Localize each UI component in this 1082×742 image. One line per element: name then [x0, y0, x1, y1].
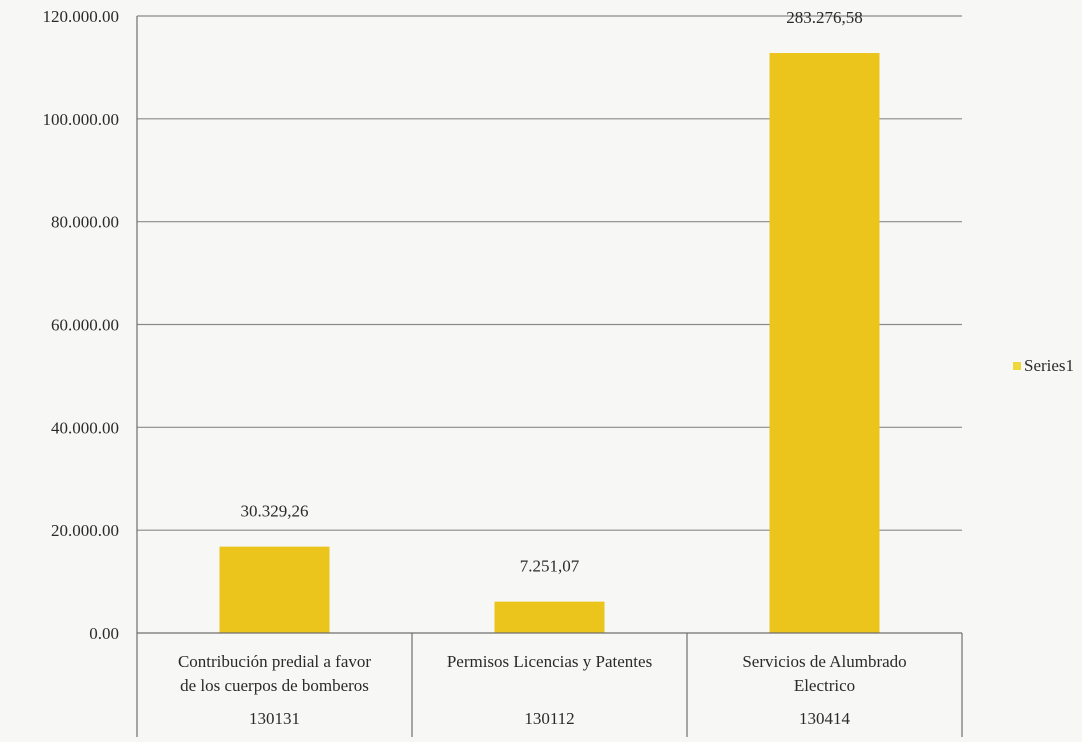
y-tick-label: 0.00 — [89, 624, 119, 643]
bars — [219, 53, 880, 633]
data-label: 283.276,58 — [786, 8, 863, 27]
y-tick-label: 20.000.00 — [51, 521, 119, 540]
category-code: 130131 — [249, 709, 300, 728]
category-label: Contribución predial a favor — [178, 652, 371, 671]
legend: Series1 — [1013, 356, 1074, 375]
category-code: 130414 — [799, 709, 851, 728]
data-label: 7.251,07 — [520, 557, 580, 576]
data-label: 30.329,26 — [241, 502, 309, 521]
y-tick-label: 40.000.00 — [51, 418, 119, 437]
y-tick-label: 120.000.00 — [43, 7, 120, 26]
axes — [136, 16, 963, 737]
legend-label: Series1 — [1024, 356, 1074, 375]
labels: 0.00 20.000.00 40.000.00 60.000.00 80.000.00… — [43, 7, 907, 728]
legend-swatch — [1013, 362, 1021, 370]
category-label: Electrico — [794, 676, 855, 695]
bar — [769, 53, 880, 633]
bar — [494, 601, 605, 633]
y-tick-label: 100.000.00 — [43, 110, 120, 129]
y-tick-label: 60.000.00 — [51, 316, 119, 335]
y-tick-label: 80.000.00 — [51, 213, 119, 232]
bar — [219, 546, 330, 633]
category-code: 130112 — [524, 709, 574, 728]
category-label: Servicios de Alumbrado — [742, 652, 906, 671]
category-label: Permisos Licencias y Patentes — [447, 652, 652, 671]
category-label: de los cuerpos de bomberos — [180, 676, 369, 695]
